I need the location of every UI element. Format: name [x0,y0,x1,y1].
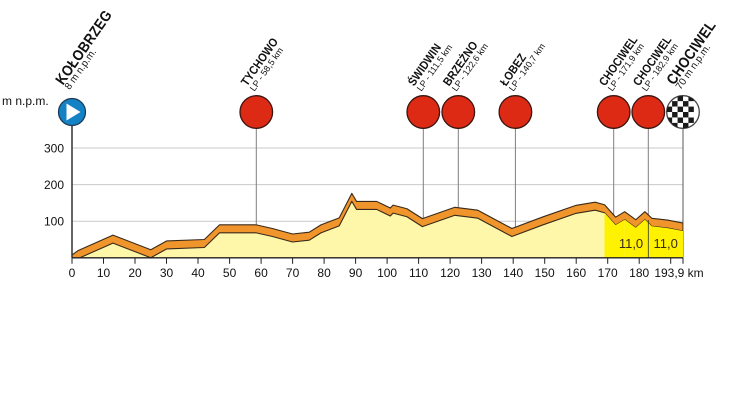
svg-text:110: 110 [409,266,428,280]
svg-text:11,0: 11,0 [619,236,643,251]
svg-text:80: 80 [317,266,331,280]
svg-text:300: 300 [44,142,64,156]
svg-text:160: 160 [566,266,586,280]
svg-text:60: 60 [254,266,268,280]
svg-text:170: 170 [598,266,618,280]
svg-text:140: 140 [503,266,523,280]
svg-text:70: 70 [286,266,300,280]
svg-text:100: 100 [377,266,397,280]
svg-text:20: 20 [128,266,142,280]
svg-text:30: 30 [160,266,174,280]
svg-text:10: 10 [97,266,111,280]
svg-text:40: 40 [191,266,205,280]
svg-text:130: 130 [472,266,492,280]
svg-text:90: 90 [349,266,363,280]
svg-text:193,9 km: 193,9 km [654,266,703,280]
svg-text:120: 120 [440,266,460,280]
svg-text:100: 100 [44,215,64,229]
svg-text:50: 50 [223,266,237,280]
svg-text:11,0: 11,0 [654,236,678,251]
svg-text:150: 150 [535,266,555,280]
svg-text:180: 180 [629,266,649,280]
svg-text:200: 200 [44,178,64,192]
svg-text:0: 0 [69,266,76,280]
svg-text:m n.p.m.: m n.p.m. [2,94,49,108]
